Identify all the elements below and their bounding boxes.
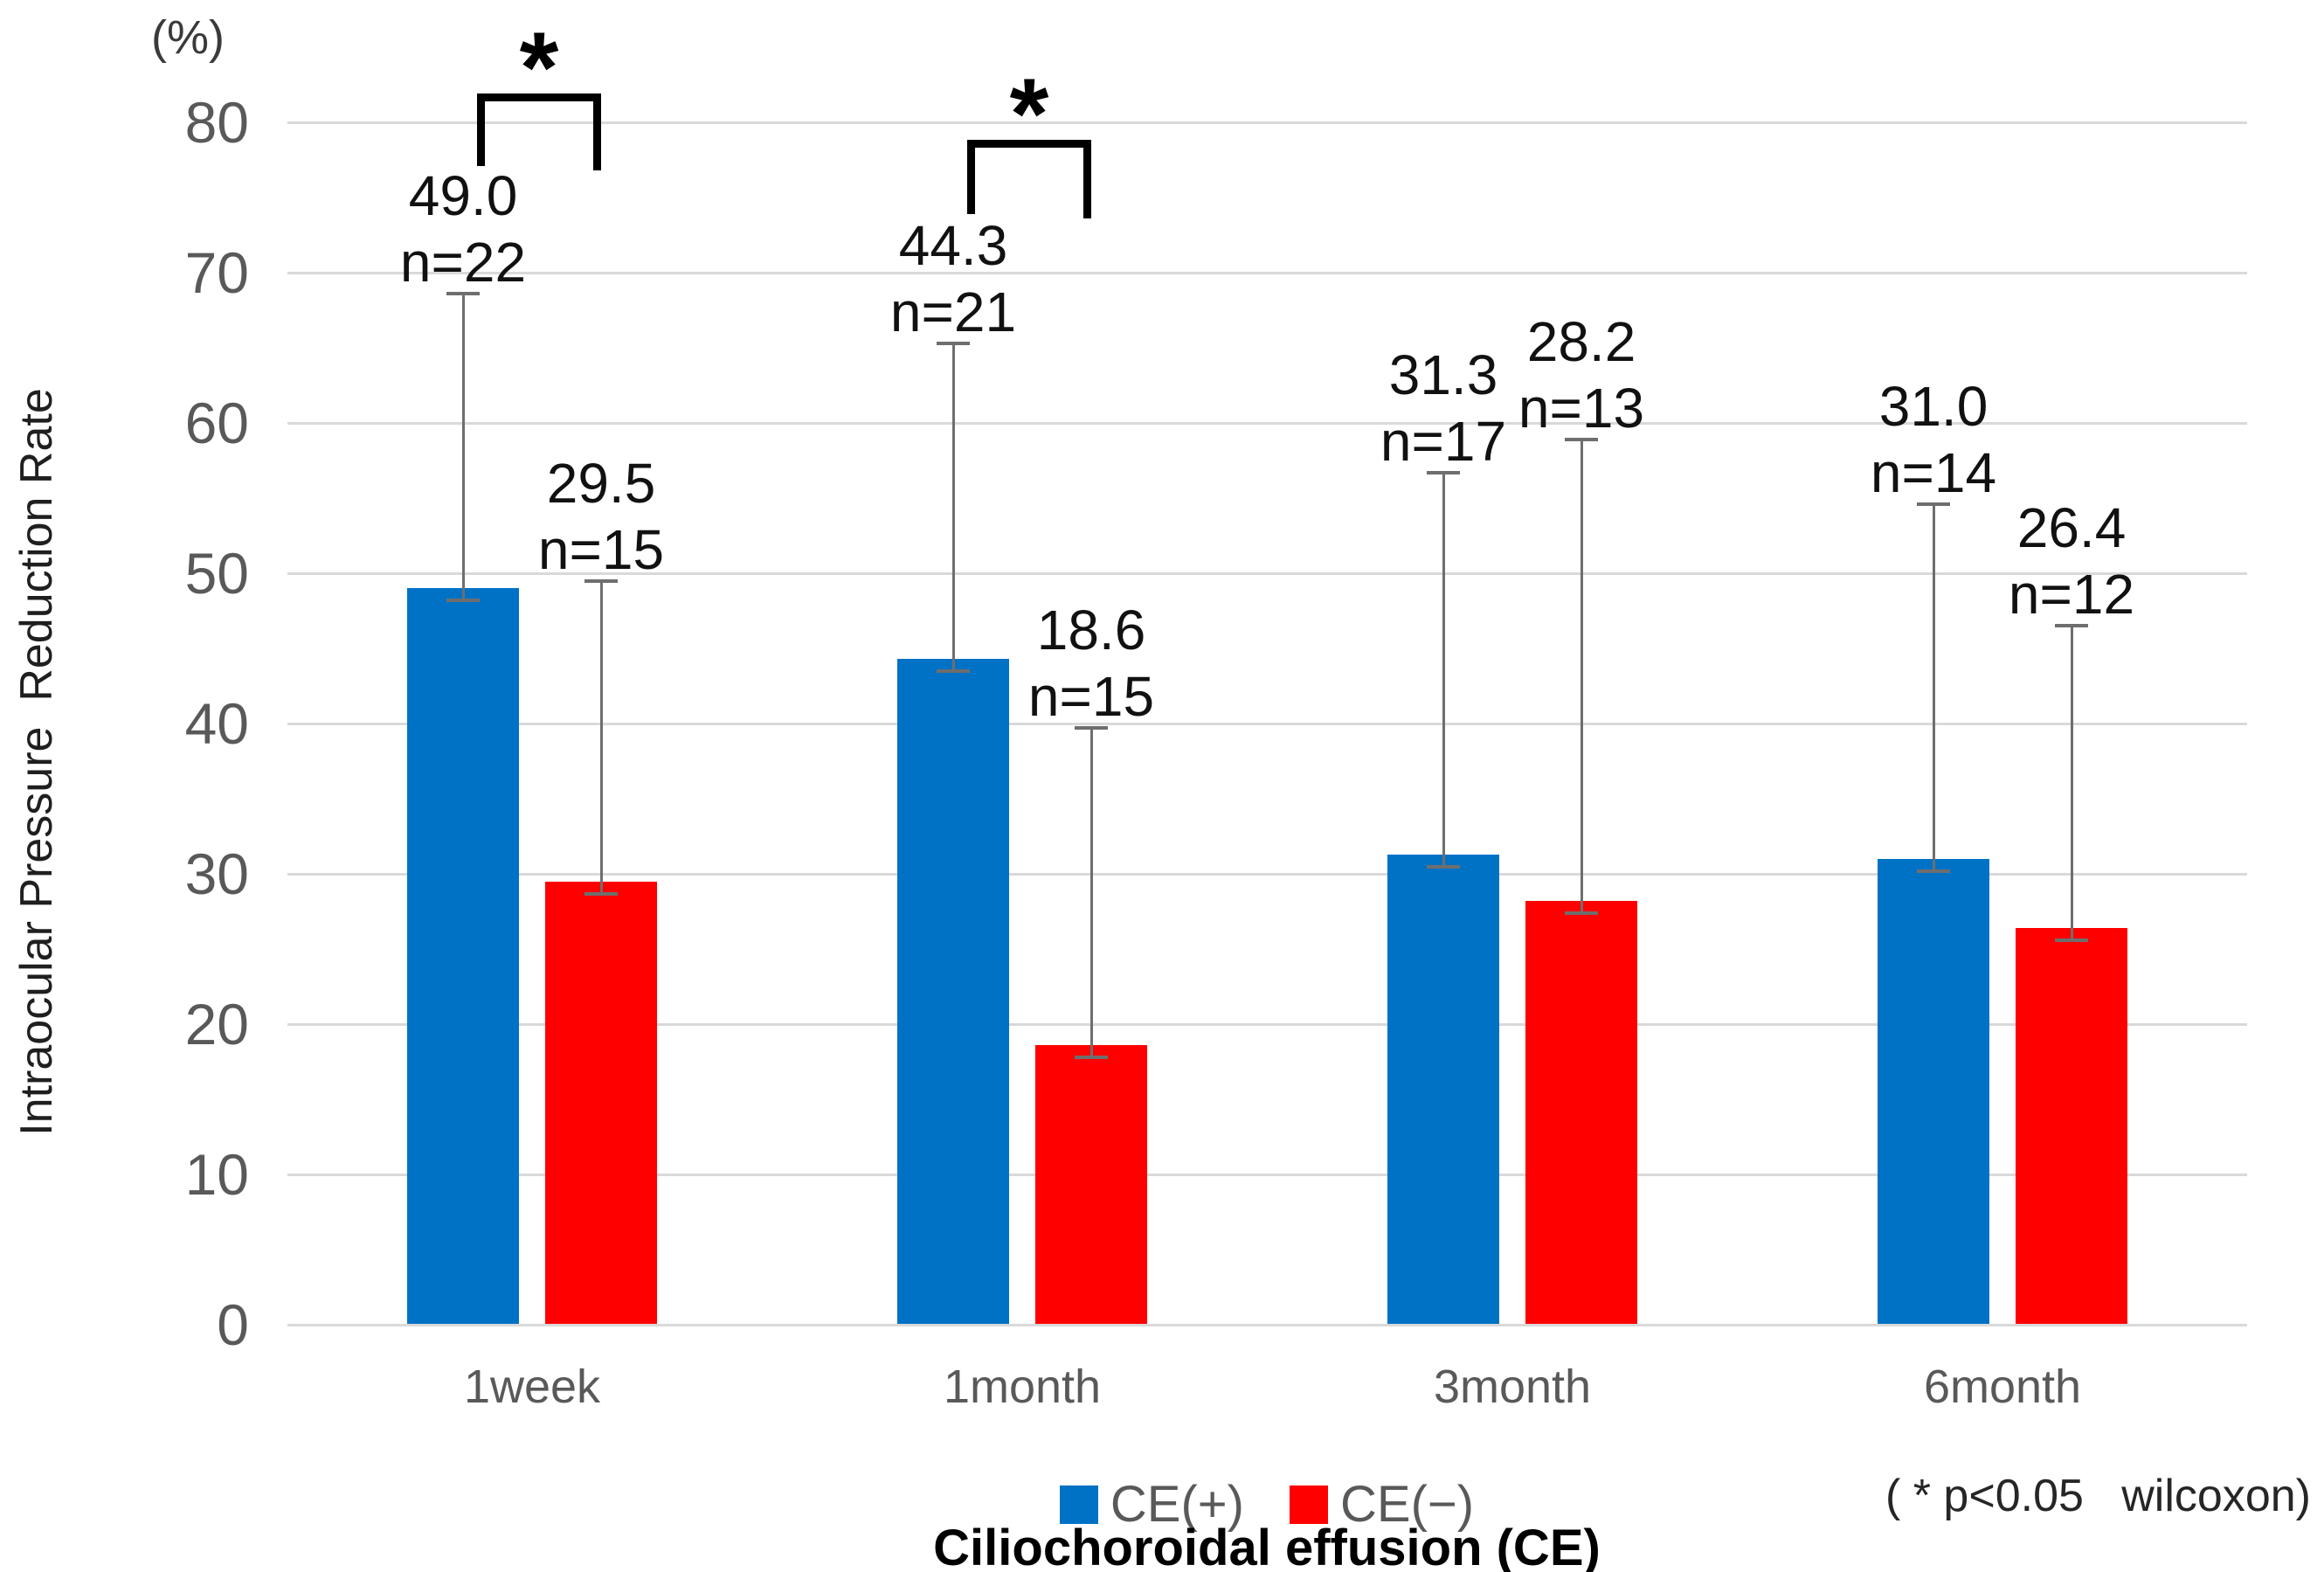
error-bar-top-cap — [1075, 726, 1108, 731]
y-tick-label-10: 10 — [184, 1142, 249, 1207]
error-bar-bottom-cap — [446, 599, 480, 603]
gridline-20 — [287, 1023, 2247, 1026]
gridline-40 — [287, 723, 2247, 725]
y-tick-label-0: 0 — [217, 1292, 249, 1357]
significance-bracket-right-leg — [1083, 140, 1091, 218]
gridline-10 — [287, 1174, 2247, 1176]
error-bar-bottom-cap — [1427, 864, 1460, 869]
error-bar-1week-s1 — [599, 580, 603, 894]
error-bar-bottom-cap — [1565, 911, 1598, 915]
bar-value-label: 31.0 n=14 — [1870, 374, 1997, 504]
y-tick-label-40: 40 — [184, 691, 249, 756]
error-bar-3month-s1 — [1580, 439, 1583, 913]
significance-bracket-top — [477, 93, 601, 101]
error-bar-bottom-cap — [1075, 1056, 1108, 1060]
y-tick-label-60: 60 — [184, 391, 249, 455]
bar-value-label: 18.6 n=15 — [1027, 599, 1155, 729]
error-bar-top-cap — [937, 341, 970, 345]
bar-CE-3month — [1525, 900, 1637, 1324]
error-bar-top-cap — [2055, 624, 2088, 628]
significance-bracket-left-leg — [477, 93, 485, 166]
significance-bracket-right-leg — [593, 93, 601, 170]
error-bar-top-cap — [1427, 470, 1460, 474]
legend-item-ce-plus: CE(+) — [1059, 1475, 1244, 1534]
error-bar-top-cap — [584, 578, 618, 583]
x-axis-label-3month: 3month — [1433, 1361, 1592, 1413]
x-axis-label-6month: 6month — [1923, 1361, 2082, 1413]
error-bar-top-cap — [1565, 437, 1598, 441]
error-bar-bottom-cap — [1917, 869, 1950, 873]
bar-CE+-3month — [1387, 854, 1499, 1324]
error-bar-top-cap — [1917, 502, 1950, 506]
error-bar-6month-s1 — [2070, 626, 2073, 940]
bar-value-label: 26.4 n=12 — [2008, 496, 2135, 627]
bar-value-label: 44.3 n=21 — [889, 213, 1017, 343]
y-tick-label-50: 50 — [184, 541, 249, 606]
gridline-70 — [287, 272, 2247, 274]
error-bar-1month-s0 — [951, 343, 955, 672]
gridline-0 — [287, 1324, 2247, 1326]
error-bar-top-cap — [446, 292, 480, 296]
y-tick-label-20: 20 — [184, 992, 249, 1056]
error-bar-bottom-cap — [937, 669, 970, 674]
y-axis-title: Intraocular Pressure Reduction Rate — [11, 388, 62, 1136]
gridline-30 — [287, 873, 2247, 876]
ce-plus-swatch-icon — [1059, 1485, 1098, 1524]
bar-CE+-6month — [1878, 858, 1989, 1324]
error-bar-3month-s0 — [1442, 472, 1445, 867]
bar-CE+-1week — [407, 588, 519, 1324]
bar-value-label: 29.5 n=15 — [537, 451, 665, 581]
significance-asterisk: * — [1009, 59, 1049, 170]
bar-value-label: 28.2 n=13 — [1518, 309, 1645, 440]
error-bar-bottom-cap — [2055, 938, 2088, 942]
bar-CE-6month — [2016, 927, 2127, 1324]
error-bar-6month-s0 — [1932, 503, 1935, 871]
y-tick-label-70: 70 — [184, 240, 249, 305]
legend-item-ce-minus: CE(−) — [1290, 1475, 1474, 1534]
gridline-80 — [287, 121, 2247, 124]
significance-footnote: ( * p<0.05 wilcoxon) — [1885, 1471, 2311, 1521]
significance-bracket-top — [967, 140, 1091, 148]
error-bar-1week-s0 — [461, 294, 465, 601]
y-tick-label-80: 80 — [184, 90, 249, 155]
x-axis-title: Ciliochoroidal effusion (CE) — [933, 1520, 1601, 1572]
legend-label-ce-plus: CE(+) — [1110, 1476, 1244, 1533]
bar-value-label: 49.0 n=22 — [399, 164, 527, 294]
bar-value-label: 31.3 n=17 — [1380, 343, 1507, 473]
error-bar-bottom-cap — [584, 891, 618, 896]
significance-asterisk: * — [519, 12, 559, 124]
legend-label-ce-minus: CE(−) — [1340, 1476, 1475, 1533]
gridline-50 — [287, 572, 2247, 575]
y-tick-label-30: 30 — [184, 841, 249, 906]
bar-CE-1month — [1035, 1045, 1147, 1324]
legend: CE(+) CE(−) — [874, 1475, 1660, 1534]
x-axis-label-1month: 1month — [943, 1361, 1102, 1413]
bar-CE-1week — [545, 881, 657, 1324]
x-axis-label-1week: 1week — [463, 1361, 601, 1413]
significance-bracket-left-leg — [967, 140, 975, 214]
y-axis-unit-label: (%) — [151, 11, 225, 64]
error-bar-1month-s1 — [1089, 728, 1093, 1058]
ce-minus-swatch-icon — [1290, 1485, 1328, 1524]
bar-CE+-1month — [897, 659, 1009, 1324]
gridline-60 — [287, 422, 2247, 425]
